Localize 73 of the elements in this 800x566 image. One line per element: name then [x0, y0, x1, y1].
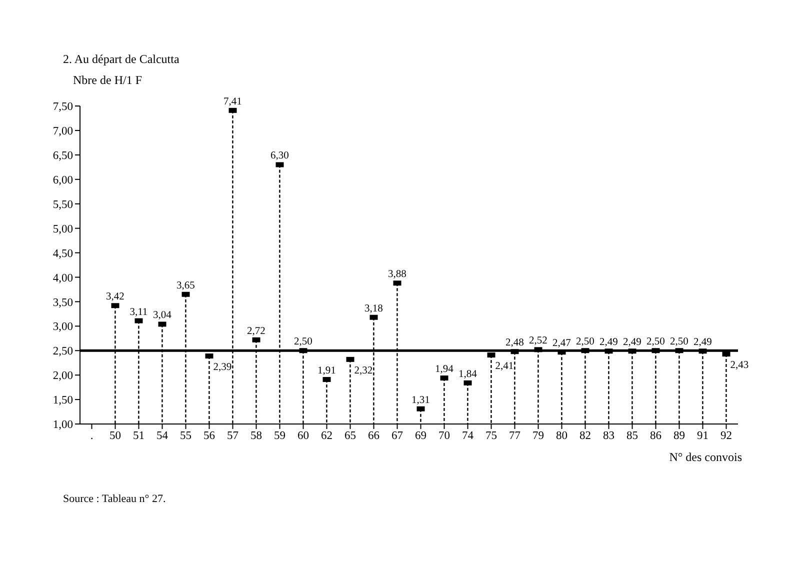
y-tick-label: 3,50 [52, 296, 74, 309]
x-tick-label: 92 [720, 430, 732, 442]
data-label: 3,42 [106, 292, 124, 303]
y-tick-label: 1,00 [52, 419, 74, 432]
data-label: 2,50 [576, 336, 594, 348]
data-label: 6,30 [270, 150, 289, 162]
data-label: 2,50 [646, 336, 665, 348]
x-tick-label: 51 [133, 430, 145, 442]
data-label: 3,88 [388, 269, 406, 280]
data-label: 2,47 [552, 338, 571, 350]
y-tick-label: 6,00 [52, 174, 74, 186]
data-label: 2,48 [506, 338, 524, 349]
y-tick-label: 5,00 [52, 223, 74, 236]
x-tick-label: 50 [110, 430, 122, 442]
data-label: 2,32 [354, 365, 373, 376]
data-label: 2,41 [495, 361, 514, 372]
x-tick-label: 89 [674, 430, 686, 442]
x-tick-label: 59 [274, 430, 286, 442]
data-label: 7,41 [224, 96, 242, 108]
x-tick-label: 79 [532, 430, 544, 442]
y-tick-label: 3,00 [52, 321, 74, 334]
x-axis-title: N° des convois [668, 450, 742, 465]
y-tick-label: 2,50 [52, 346, 74, 358]
x-tick-label: 80 [556, 430, 568, 442]
x-tick-label: 82 [580, 430, 592, 442]
x-tick-label: 57 [227, 430, 239, 442]
y-tick-label: 6,50 [52, 150, 74, 162]
y-axis-title: Nbre de H/1 F [73, 73, 143, 88]
x-tick-label: 54 [156, 430, 168, 442]
data-label: 3,04 [153, 310, 172, 322]
y-tick-label: 7,50 [52, 101, 74, 114]
x-tick-label: 58 [250, 430, 262, 442]
x-tick-label: 65 [344, 430, 356, 442]
x-tick-label: 56 [204, 430, 216, 442]
x-tick-label: 66 [368, 430, 380, 442]
x-tick-label: 62 [321, 430, 333, 442]
y-tick-label: 5,50 [52, 198, 74, 211]
x-tick-label: 77 [509, 430, 521, 442]
x-tick-label: 70 [438, 430, 450, 442]
data-label: 1,91 [318, 365, 336, 376]
data-label: 2,50 [670, 336, 688, 348]
data-label: 1,84 [458, 368, 478, 380]
y-tick-label: 2,00 [52, 370, 74, 382]
y-tick-label: 4,50 [52, 248, 74, 260]
y-tick-label: 1,50 [52, 394, 74, 407]
data-label: 2,72 [247, 326, 266, 337]
source-note: Source : Tableau n° 27. [63, 493, 167, 505]
data-label: 2,50 [294, 336, 312, 348]
x-tick-label: 91 [697, 430, 709, 442]
y-tick-label: 7,00 [52, 126, 74, 138]
data-label: 2,43 [730, 360, 749, 372]
data-label: 2,49 [600, 337, 618, 348]
data-label: 1,31 [412, 394, 430, 406]
x-tick-label: 55 [180, 430, 192, 442]
y-tick-label: 4,00 [52, 272, 74, 284]
data-label: 2,39 [213, 362, 232, 373]
data-label: 3,18 [364, 303, 383, 314]
x-tick-label: . [90, 430, 94, 442]
x-tick-label: 83 [603, 430, 615, 442]
data-label: 1,94 [435, 364, 454, 376]
x-tick-label: 74 [462, 430, 474, 442]
x-tick-label: 67 [392, 430, 404, 442]
x-tick-label: 75 [486, 430, 498, 442]
data-label: 3,65 [176, 280, 195, 292]
x-tick-label: 60 [298, 430, 310, 442]
data-label: 2,49 [694, 337, 712, 348]
x-tick-label: 85 [626, 430, 638, 442]
data-label: 2,52 [529, 336, 548, 347]
x-tick-label: 86 [650, 430, 662, 442]
data-label: 3,11 [130, 306, 148, 318]
x-tick-label: 69 [415, 430, 427, 442]
data-label: 2,49 [623, 337, 642, 348]
chart-title: 2. Au départ de Calcutta [63, 52, 180, 67]
